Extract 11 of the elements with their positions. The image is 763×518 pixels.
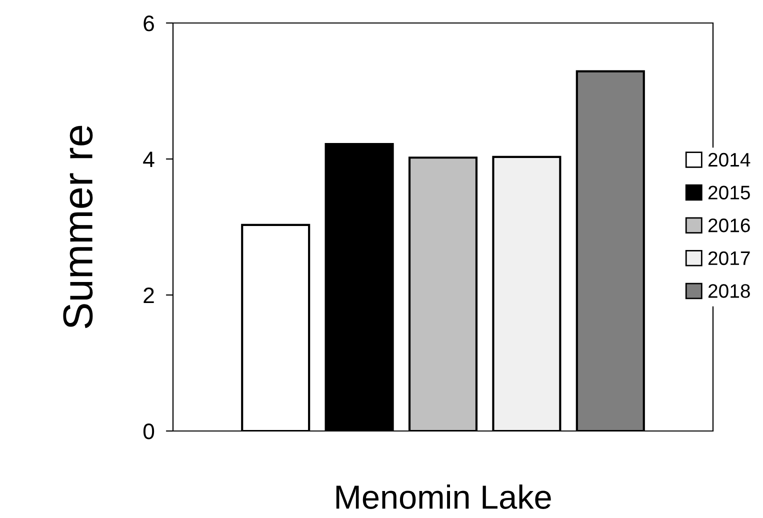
legend-label: 2015 — [708, 186, 750, 200]
legend-label: 2018 — [708, 284, 750, 298]
y-tick-label: 4 — [143, 152, 154, 168]
y-axis-title: Summer re — [63, 126, 93, 328]
y-tick-label: 0 — [143, 424, 154, 440]
legend-label: 2014 — [708, 152, 750, 167]
legend-label: 2016 — [708, 218, 750, 232]
legend-label: 2017 — [708, 251, 750, 266]
y-tick-label: 2 — [144, 288, 154, 304]
x-axis-title: Menomin Lake — [336, 484, 551, 509]
y-tick-label: 6 — [144, 16, 154, 32]
